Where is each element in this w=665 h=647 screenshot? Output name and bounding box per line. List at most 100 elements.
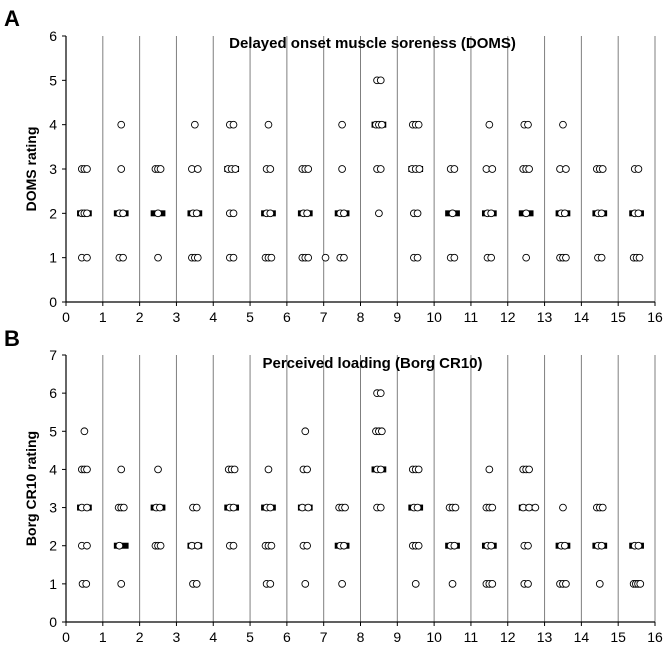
borg-y-tick-label: 5	[49, 423, 57, 439]
doms-x-tick-label: 4	[209, 309, 217, 325]
borg-x-tick-label: 13	[537, 629, 553, 645]
panel-label-b: B	[4, 326, 20, 351]
borg-x-tick-label: 8	[357, 629, 365, 645]
doms-data-point	[634, 165, 643, 173]
doms-data-point	[266, 209, 275, 218]
doms-x-tick-label: 11	[464, 309, 479, 325]
doms-y-tick-label: 0	[49, 294, 57, 310]
borg-x-tick-label: 15	[610, 629, 626, 645]
doms-data-point	[119, 253, 127, 262]
doms-data-point	[597, 209, 606, 218]
doms-data-point	[415, 165, 424, 173]
borg-chart-title: Perceived loading (Borg CR10)	[262, 355, 482, 372]
borg-data-point	[341, 503, 349, 512]
doms-data-point	[522, 253, 531, 262]
borg-data-point	[531, 503, 540, 512]
borg-data-point	[450, 541, 459, 550]
doms-data-point	[562, 253, 570, 262]
borg-data-point	[83, 541, 91, 550]
doms-y-tick-label: 3	[49, 161, 57, 177]
doms-data-point	[117, 165, 126, 173]
doms-data-point	[522, 209, 531, 218]
doms-data-point	[304, 253, 313, 262]
borg-x-tick-label: 7	[320, 629, 328, 645]
borg-x-tick-label: 1	[99, 629, 107, 645]
borg-x-tick-label: 0	[62, 629, 70, 645]
borg-data-point	[562, 580, 570, 588]
borg-data-point	[524, 541, 532, 550]
doms-y-axis-label: DOMS rating	[23, 127, 39, 212]
borg-x-tick-label: 10	[426, 629, 442, 645]
borg-data-point	[192, 503, 201, 512]
borg-data-point	[376, 465, 385, 474]
panel-a: A 0 1 2 3 4 5 6 0 1 2 3 4 5 6 7 8 9 10 11 12 13 14 15 16 Delayed…	[0, 0, 665, 325]
doms-data-point	[193, 253, 202, 262]
doms-data-point	[83, 253, 91, 262]
doms-data-point	[488, 165, 497, 173]
borg-data-point	[192, 580, 201, 588]
borg-y-tick-label: 7	[49, 347, 57, 363]
doms-data-point	[229, 120, 238, 129]
doms-data-point	[487, 253, 496, 262]
doms-data-point	[598, 165, 607, 173]
doms-x-tick-label: 15	[610, 309, 626, 325]
doms-data-point	[634, 209, 643, 218]
borg-y-tick-label: 3	[49, 500, 57, 516]
borg-y-tick-label: 6	[49, 385, 57, 401]
doms-x-tick-label: 16	[647, 309, 663, 325]
doms-data-point	[376, 76, 385, 85]
borg-data-point	[597, 541, 606, 550]
borg-data-point	[634, 541, 643, 550]
borg-y-tick-label: 1	[49, 576, 57, 592]
doms-data-point	[119, 209, 127, 218]
borg-data-point	[338, 580, 346, 588]
doms-data-point	[117, 120, 126, 129]
borg-data-point	[301, 427, 310, 436]
doms-data-point	[338, 120, 346, 129]
borg-data-point	[414, 541, 423, 550]
borg-data-point	[485, 465, 494, 474]
borg-data-point	[115, 541, 124, 550]
borg-data-point	[303, 541, 311, 550]
borg-data-point	[264, 465, 273, 474]
borg-x-tick-label: 11	[464, 629, 479, 645]
doms-chart-title: Delayed onset muscle soreness (DOMS)	[229, 35, 516, 52]
borg-data-point	[525, 503, 533, 512]
doms-x-tick-label: 6	[283, 309, 291, 325]
borg-data-point	[80, 427, 89, 436]
doms-x-tick-label: 0	[62, 309, 70, 325]
doms-y-tick-label: 4	[49, 117, 57, 133]
doms-data-point	[450, 253, 459, 262]
borg-x-tick-label: 5	[246, 629, 254, 645]
borg-data-point	[560, 541, 569, 550]
borg-data-point	[83, 465, 91, 474]
doms-data-point	[559, 120, 567, 129]
doms-data-point	[264, 120, 273, 129]
doms-data-point	[340, 253, 348, 262]
borg-data-point	[378, 427, 386, 436]
borg-data-point	[119, 503, 128, 512]
doms-data-point	[450, 165, 459, 173]
doms-x-tick-label: 1	[99, 309, 107, 325]
doms-x-tick-label: 10	[426, 309, 442, 325]
doms-data-point	[304, 165, 313, 173]
borg-data-point	[156, 503, 164, 512]
doms-data-point	[338, 165, 346, 173]
borg-data-point	[595, 580, 604, 588]
borg-data-point	[303, 465, 311, 474]
doms-data-point	[154, 209, 162, 218]
panel-label-a: A	[4, 6, 20, 31]
doms-data-point	[448, 209, 457, 218]
doms-y-tick-label: 5	[49, 72, 57, 88]
doms-x-tick-label: 7	[320, 309, 328, 325]
doms-data-point	[375, 209, 383, 218]
borg-data-point	[340, 541, 348, 550]
doms-data-point	[231, 165, 240, 173]
borg-data-point	[488, 503, 497, 512]
doms-x-tick-label: 2	[136, 309, 144, 325]
doms-x-tick-label: 8	[357, 309, 365, 325]
doms-data-point	[560, 209, 569, 218]
borg-data-point	[304, 503, 313, 512]
borg-data-point	[82, 580, 91, 588]
